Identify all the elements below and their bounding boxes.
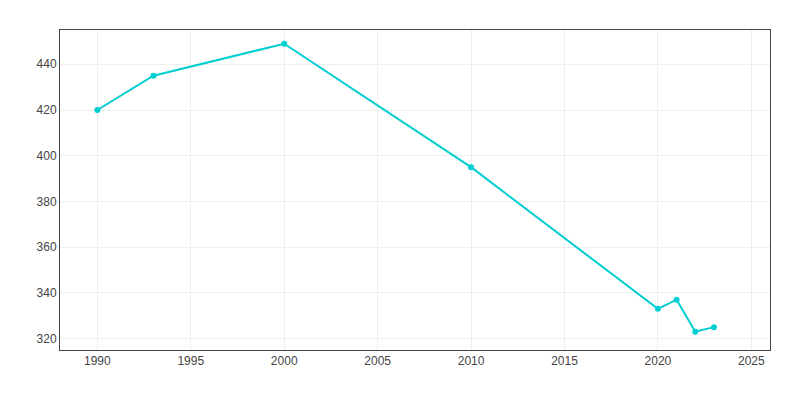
svg-text:2010: 2010: [458, 354, 485, 368]
svg-text:2025: 2025: [738, 354, 765, 368]
svg-text:400: 400: [37, 149, 57, 163]
svg-text:320: 320: [37, 332, 57, 346]
svg-text:340: 340: [37, 286, 57, 300]
svg-text:2000: 2000: [271, 354, 298, 368]
svg-text:420: 420: [37, 103, 57, 117]
svg-text:1990: 1990: [84, 354, 111, 368]
svg-text:2015: 2015: [551, 354, 578, 368]
svg-text:2020: 2020: [645, 354, 672, 368]
svg-text:1995: 1995: [177, 354, 204, 368]
svg-text:2005: 2005: [364, 354, 391, 368]
svg-text:380: 380: [37, 195, 57, 209]
svg-text:360: 360: [37, 240, 57, 254]
svg-text:440: 440: [37, 57, 57, 71]
